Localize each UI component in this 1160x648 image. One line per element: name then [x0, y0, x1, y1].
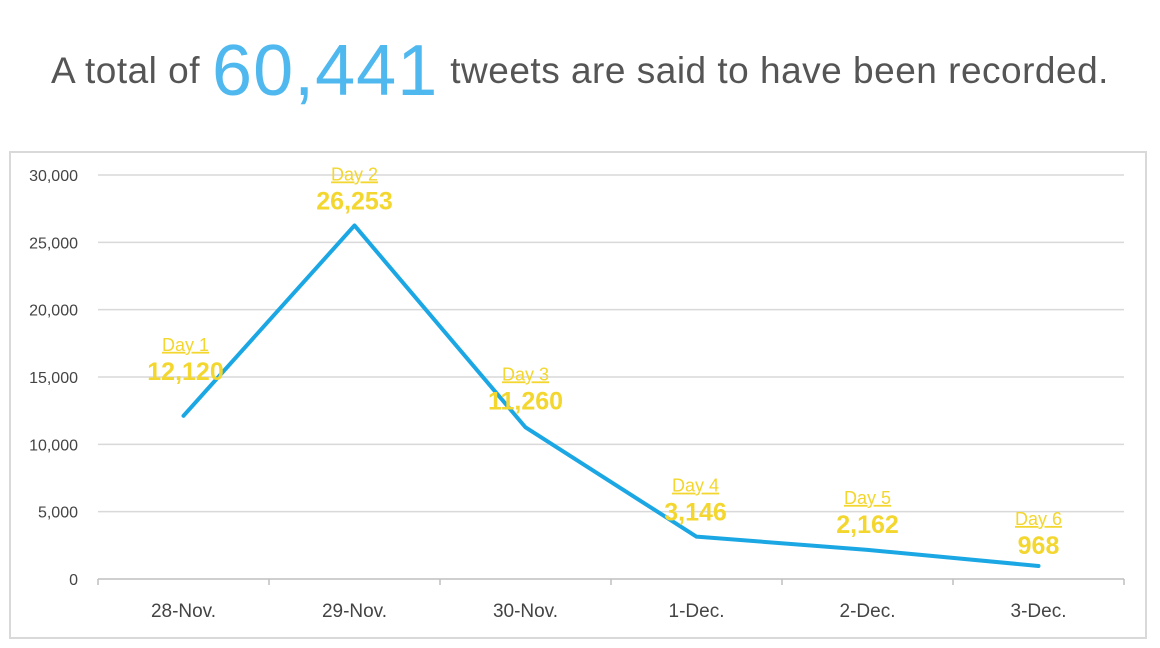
- data-point: [1038, 565, 1039, 567]
- series-line-tweets: [181, 223, 1041, 568]
- day-label: Day 2: [331, 164, 378, 184]
- x-tick-label: 2-Dec.: [840, 601, 896, 622]
- headline: A total of 60,441 tweets are said to have …: [0, 30, 1160, 112]
- day-label: Day 1: [162, 335, 209, 355]
- y-tick-label: 0: [69, 572, 78, 589]
- value-label: 968: [1018, 532, 1060, 560]
- x-tick-label: 28-Nov.: [151, 601, 216, 622]
- value-label: 12,120: [147, 358, 223, 386]
- headline-lead: A total of: [51, 50, 201, 91]
- chart-frame: [9, 151, 1147, 639]
- y-tick-label: 20,000: [29, 303, 78, 320]
- day-label: Day 3: [502, 364, 549, 384]
- y-tick-label: 5,000: [38, 505, 78, 522]
- y-tick-label: 15,000: [29, 370, 78, 387]
- day-label: Day 4: [672, 476, 719, 496]
- day-label: Day 5: [844, 488, 891, 508]
- headline-tail: tweets are said to have been recorded.: [450, 50, 1109, 91]
- y-tick-label: 25,000: [29, 235, 78, 252]
- x-tick-label: 29-Nov.: [322, 601, 387, 622]
- value-label: 3,146: [664, 499, 727, 527]
- y-tick-label: 30,000: [29, 168, 78, 185]
- data-point: [696, 536, 697, 538]
- value-label: 2,162: [836, 511, 899, 539]
- data-point: [867, 549, 868, 551]
- data-point: [525, 426, 526, 428]
- day-label: Day 6: [1015, 509, 1062, 529]
- headline-total-number: 60,441: [212, 31, 439, 111]
- x-tick-label: 30-Nov.: [493, 601, 558, 622]
- value-label: 26,253: [316, 187, 392, 215]
- data-point: [354, 224, 355, 226]
- data-point: [183, 415, 184, 417]
- x-tick-label: 1-Dec.: [669, 601, 725, 622]
- x-tick-label: 3-Dec.: [1011, 601, 1067, 622]
- y-tick-label: 10,000: [29, 437, 78, 454]
- value-label: 11,260: [488, 387, 563, 415]
